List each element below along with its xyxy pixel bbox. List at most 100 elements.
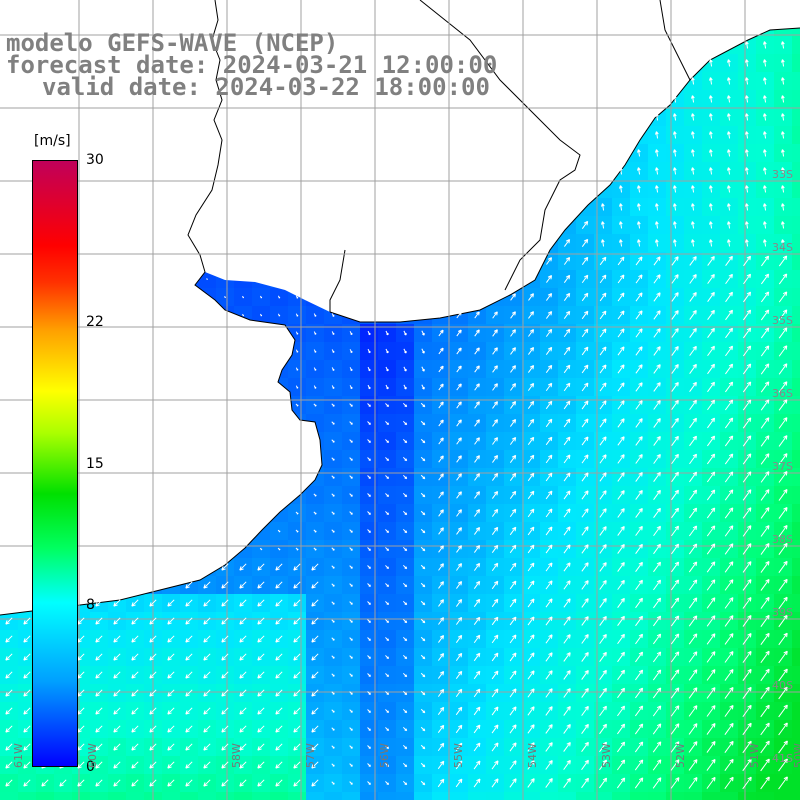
wind-arrow bbox=[706, 705, 716, 717]
wind-arrow bbox=[385, 619, 390, 624]
wind-arrow bbox=[349, 331, 353, 336]
wind-arrow bbox=[528, 329, 535, 337]
wind-arrow bbox=[727, 203, 731, 211]
wind-arrow bbox=[331, 583, 335, 587]
wind-arrow bbox=[691, 185, 695, 193]
wind-arrow bbox=[581, 436, 589, 446]
wind-arrow bbox=[653, 256, 661, 266]
wind-arrow bbox=[367, 493, 371, 497]
wind-cell bbox=[774, 792, 792, 800]
wind-arrow bbox=[689, 381, 697, 393]
wind-arrow bbox=[349, 421, 353, 425]
wind-arrow bbox=[295, 511, 299, 515]
wind-arrow bbox=[349, 403, 353, 407]
wind-arrow bbox=[617, 400, 625, 410]
wind-arrow bbox=[563, 688, 571, 698]
wind-arrow bbox=[456, 311, 462, 319]
wind-cell bbox=[738, 792, 756, 800]
wind-arrow bbox=[313, 385, 317, 389]
wind-arrow bbox=[778, 435, 788, 447]
wind-arrow bbox=[420, 492, 426, 498]
wind-arrow bbox=[456, 563, 463, 571]
wind-arrow bbox=[635, 292, 643, 302]
wind-arrow bbox=[742, 632, 752, 645]
wind-arrow bbox=[545, 580, 553, 590]
wind-arrow bbox=[420, 780, 426, 786]
wind-arrow bbox=[367, 511, 371, 515]
wind-arrow bbox=[491, 616, 499, 626]
wind-arrow bbox=[760, 740, 770, 754]
wind-arrow bbox=[437, 760, 445, 770]
wind-arrow bbox=[23, 635, 31, 643]
wind-arrow bbox=[23, 653, 31, 661]
wind-arrow bbox=[689, 471, 698, 483]
wind-arrow bbox=[673, 149, 677, 157]
wind-arrow bbox=[635, 633, 644, 645]
wind-arrow bbox=[275, 671, 283, 679]
wind-arrow bbox=[724, 399, 734, 411]
wind-arrow bbox=[527, 436, 535, 446]
valid-date: valid date: 2024-03-22 18:00:00 bbox=[42, 73, 490, 101]
wind-arrow bbox=[402, 636, 408, 642]
wind-arrow bbox=[95, 689, 103, 697]
wind-arrow bbox=[527, 634, 535, 644]
wind-arrow bbox=[420, 762, 426, 768]
wind-arrow bbox=[781, 239, 785, 247]
wind-arrow bbox=[277, 529, 281, 533]
wind-arrow bbox=[635, 579, 643, 591]
wind-arrow bbox=[760, 668, 770, 682]
wind-arrow bbox=[670, 651, 680, 663]
wind-arrow bbox=[77, 707, 85, 715]
wind-arrow bbox=[635, 418, 643, 428]
wind-arrow bbox=[149, 779, 157, 787]
wind-arrow bbox=[473, 706, 481, 716]
wind-arrow bbox=[635, 597, 643, 609]
wind-arrow bbox=[706, 723, 716, 735]
wind-arrow bbox=[706, 453, 716, 465]
wind-arrow bbox=[671, 274, 679, 284]
wind-arrow bbox=[221, 779, 229, 787]
wind-arrow bbox=[311, 563, 319, 571]
wind-arrow bbox=[438, 563, 444, 571]
wind-arrow bbox=[706, 687, 716, 699]
wind-arrow bbox=[689, 274, 697, 284]
wind-arrow bbox=[402, 690, 408, 696]
wind-arrow bbox=[653, 328, 661, 338]
wind-arrow bbox=[491, 598, 499, 608]
wind-arrow bbox=[581, 508, 589, 518]
wind-arrow bbox=[5, 653, 13, 661]
wind-cell bbox=[792, 468, 800, 486]
wind-arrow bbox=[473, 562, 481, 571]
wind-arrow bbox=[635, 436, 643, 446]
wind-arrow bbox=[420, 690, 426, 696]
wind-arrow bbox=[385, 601, 390, 606]
wind-arrow bbox=[456, 545, 463, 553]
wind-arrow bbox=[546, 275, 553, 283]
wind-arrow bbox=[655, 185, 659, 193]
wind-cell bbox=[792, 108, 800, 126]
wind-arrow bbox=[474, 347, 480, 355]
wind-arrow bbox=[349, 745, 353, 749]
wind-arrow bbox=[599, 382, 607, 392]
wind-arrow bbox=[635, 507, 643, 518]
wind-arrow bbox=[221, 563, 229, 571]
wind-arrow bbox=[403, 348, 407, 354]
wind-arrow bbox=[239, 761, 247, 769]
wind-arrow bbox=[778, 399, 788, 411]
wind-arrow bbox=[491, 562, 499, 572]
wind-arrow bbox=[545, 562, 553, 572]
wind-cell bbox=[576, 792, 594, 800]
colorbar-tick-label: 8 bbox=[86, 597, 95, 614]
wind-arrow bbox=[311, 743, 319, 751]
wind-arrow bbox=[420, 636, 426, 642]
longitude-label: 51W bbox=[748, 743, 761, 768]
wind-arrow bbox=[778, 650, 788, 664]
wind-arrow bbox=[745, 149, 749, 157]
wind-arrow bbox=[349, 601, 353, 605]
latitude-label: 40S bbox=[772, 679, 793, 692]
wind-arrow bbox=[221, 653, 229, 661]
wind-arrow bbox=[778, 632, 788, 646]
wind-arrow bbox=[545, 382, 553, 392]
wind-arrow bbox=[763, 113, 767, 121]
wind-arrow bbox=[706, 758, 716, 771]
